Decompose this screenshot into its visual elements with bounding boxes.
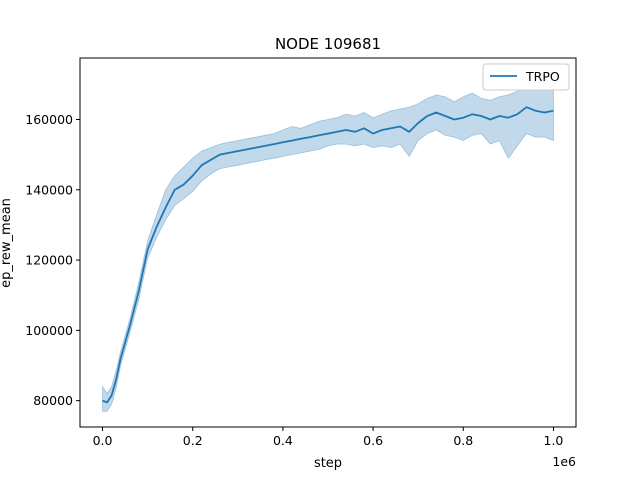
x-axis-offset-label: 1e6 <box>552 454 576 469</box>
y-axis-label: ep_rew_mean <box>0 198 14 288</box>
axes-frame <box>79 57 577 428</box>
legend-label-trpo: TRPO <box>525 69 560 84</box>
y-tick-label: 80000 <box>33 393 73 408</box>
x-tick-label: 0.0 <box>93 433 113 448</box>
x-tick-label: 0.8 <box>453 433 473 448</box>
x-tick-label: 1.0 <box>544 433 564 448</box>
y-tick-label: 100000 <box>25 323 73 338</box>
series-line-0 <box>102 106 554 404</box>
y-tick-label: 140000 <box>25 182 73 197</box>
x-axis-label: step <box>314 456 342 471</box>
x-tick-label: 0.2 <box>183 433 203 448</box>
y-tick-label: 160000 <box>25 112 73 127</box>
x-tick-label: 0.4 <box>273 433 293 448</box>
chart-title: NODE 109681 <box>275 35 381 53</box>
x-tick-label: 0.6 <box>363 433 383 448</box>
confidence-band-0 <box>102 80 554 412</box>
plot-area <box>102 80 554 412</box>
legend-box <box>482 63 570 91</box>
axes: 0.0 0.2 0.4 0.6 0.8 1.0 80000 100000 120000 14000… <box>25 57 577 448</box>
y-tick-label: 120000 <box>25 253 73 268</box>
legend: TRPO <box>482 63 570 91</box>
